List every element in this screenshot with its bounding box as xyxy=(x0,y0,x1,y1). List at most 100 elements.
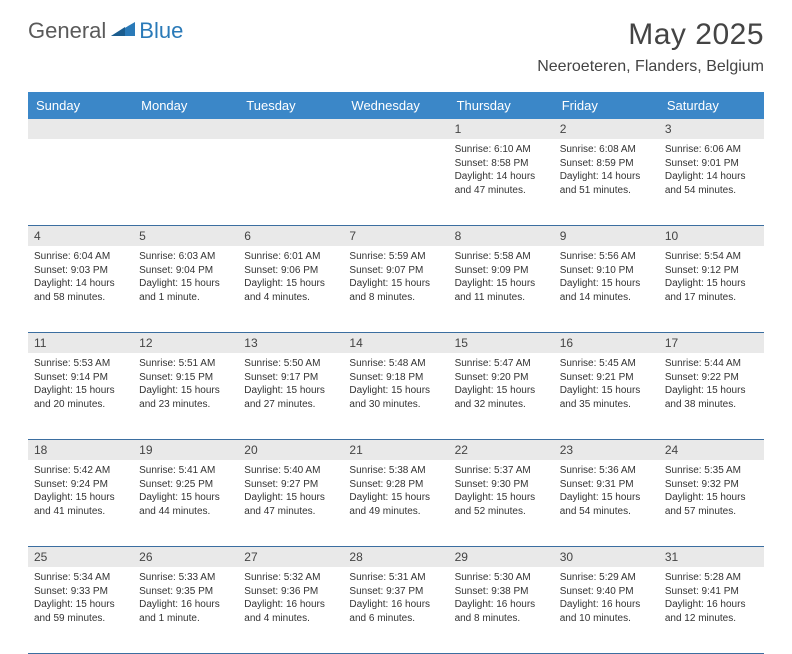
daynum-row: 25262728293031 xyxy=(28,547,764,567)
day-cell-content: Sunrise: 5:31 AMSunset: 9:37 PMDaylight:… xyxy=(349,571,442,625)
day-cell: Sunrise: 5:54 AMSunset: 9:12 PMDaylight:… xyxy=(659,246,764,332)
day-info-line: and 58 minutes. xyxy=(34,291,127,305)
day-cell-content: Sunrise: 5:29 AMSunset: 9:40 PMDaylight:… xyxy=(560,571,653,625)
day-info-line: Sunrise: 5:50 AM xyxy=(244,357,337,371)
day-cell: Sunrise: 5:45 AMSunset: 9:21 PMDaylight:… xyxy=(554,353,659,439)
empty-cell xyxy=(133,139,238,225)
day-cell: Sunrise: 5:44 AMSunset: 9:22 PMDaylight:… xyxy=(659,353,764,439)
day-info-line: Sunrise: 5:30 AM xyxy=(455,571,548,585)
day-number: 14 xyxy=(343,333,448,353)
day-cell-content: Sunrise: 5:42 AMSunset: 9:24 PMDaylight:… xyxy=(34,464,127,518)
day-info-line: Daylight: 16 hours xyxy=(560,598,653,612)
day-info-line: Sunrise: 6:03 AM xyxy=(139,250,232,264)
day-number xyxy=(28,119,133,139)
brand-triangle-icon xyxy=(111,20,137,43)
day-cell: Sunrise: 6:03 AMSunset: 9:04 PMDaylight:… xyxy=(133,246,238,332)
day-cell: Sunrise: 5:48 AMSunset: 9:18 PMDaylight:… xyxy=(343,353,448,439)
day-info-line: and 6 minutes. xyxy=(349,612,442,626)
day-number xyxy=(133,119,238,139)
day-cell-content: Sunrise: 5:28 AMSunset: 9:41 PMDaylight:… xyxy=(665,571,758,625)
day-number: 11 xyxy=(28,333,133,353)
day-number: 30 xyxy=(554,547,659,567)
day-info-line: Sunrise: 5:32 AM xyxy=(244,571,337,585)
day-cell: Sunrise: 5:32 AMSunset: 9:36 PMDaylight:… xyxy=(238,567,343,653)
day-info-line: and 57 minutes. xyxy=(665,505,758,519)
day-info-line: Sunrise: 6:06 AM xyxy=(665,143,758,157)
day-cell-content: Sunrise: 5:54 AMSunset: 9:12 PMDaylight:… xyxy=(665,250,758,304)
day-info-line: Sunset: 9:32 PM xyxy=(665,478,758,492)
weekday-header: Friday xyxy=(554,92,659,119)
day-info-line: Sunset: 8:58 PM xyxy=(455,157,548,171)
day-info-line: and 10 minutes. xyxy=(560,612,653,626)
day-info-line: Sunset: 9:40 PM xyxy=(560,585,653,599)
day-info-line: Daylight: 15 hours xyxy=(560,277,653,291)
day-cell: Sunrise: 5:30 AMSunset: 9:38 PMDaylight:… xyxy=(449,567,554,653)
day-info-line: Sunset: 9:01 PM xyxy=(665,157,758,171)
day-info-line: Daylight: 14 hours xyxy=(560,170,653,184)
day-number: 1 xyxy=(449,119,554,139)
day-info-line: and 4 minutes. xyxy=(244,291,337,305)
day-info-line: Sunrise: 5:36 AM xyxy=(560,464,653,478)
day-info-line: Daylight: 15 hours xyxy=(244,491,337,505)
day-cell: Sunrise: 5:40 AMSunset: 9:27 PMDaylight:… xyxy=(238,460,343,546)
day-cell-content: Sunrise: 5:38 AMSunset: 9:28 PMDaylight:… xyxy=(349,464,442,518)
day-number: 21 xyxy=(343,440,448,460)
day-info-line: Daylight: 15 hours xyxy=(349,277,442,291)
day-info-line: Daylight: 15 hours xyxy=(244,277,337,291)
day-cell: Sunrise: 5:42 AMSunset: 9:24 PMDaylight:… xyxy=(28,460,133,546)
day-info-line: Sunrise: 5:35 AM xyxy=(665,464,758,478)
week-row: Sunrise: 5:53 AMSunset: 9:14 PMDaylight:… xyxy=(28,353,764,440)
day-info-line: and 32 minutes. xyxy=(455,398,548,412)
daynum-row: 123 xyxy=(28,119,764,139)
day-cell: Sunrise: 5:29 AMSunset: 9:40 PMDaylight:… xyxy=(554,567,659,653)
day-info-line: Sunset: 9:15 PM xyxy=(139,371,232,385)
day-info-line: Sunrise: 5:33 AM xyxy=(139,571,232,585)
day-info-line: and 54 minutes. xyxy=(665,184,758,198)
day-info-line: Daylight: 15 hours xyxy=(139,491,232,505)
weekday-header: Saturday xyxy=(659,92,764,119)
day-number: 27 xyxy=(238,547,343,567)
weekday-header-row: SundayMondayTuesdayWednesdayThursdayFrid… xyxy=(28,92,764,119)
day-number: 28 xyxy=(343,547,448,567)
day-info-line: and 41 minutes. xyxy=(34,505,127,519)
day-cell-content: Sunrise: 5:37 AMSunset: 9:30 PMDaylight:… xyxy=(455,464,548,518)
day-cell-content: Sunrise: 5:56 AMSunset: 9:10 PMDaylight:… xyxy=(560,250,653,304)
day-info-line: and 23 minutes. xyxy=(139,398,232,412)
day-info-line: and 8 minutes. xyxy=(455,612,548,626)
day-cell: Sunrise: 5:41 AMSunset: 9:25 PMDaylight:… xyxy=(133,460,238,546)
day-info-line: Daylight: 15 hours xyxy=(349,491,442,505)
day-info-line: Sunset: 9:22 PM xyxy=(665,371,758,385)
day-info-line: Daylight: 16 hours xyxy=(244,598,337,612)
day-number: 13 xyxy=(238,333,343,353)
day-info-line: Daylight: 15 hours xyxy=(665,384,758,398)
day-info-line: Sunrise: 5:44 AM xyxy=(665,357,758,371)
day-info-line: Sunset: 9:04 PM xyxy=(139,264,232,278)
day-number: 15 xyxy=(449,333,554,353)
day-cell: Sunrise: 5:34 AMSunset: 9:33 PMDaylight:… xyxy=(28,567,133,653)
day-number: 26 xyxy=(133,547,238,567)
day-info-line: and 4 minutes. xyxy=(244,612,337,626)
day-number: 24 xyxy=(659,440,764,460)
day-info-line: Daylight: 15 hours xyxy=(34,491,127,505)
day-info-line: Sunrise: 5:56 AM xyxy=(560,250,653,264)
day-number: 25 xyxy=(28,547,133,567)
day-number: 8 xyxy=(449,226,554,246)
day-info-line: Sunrise: 6:08 AM xyxy=(560,143,653,157)
day-info-line: and 49 minutes. xyxy=(349,505,442,519)
day-info-line: and 59 minutes. xyxy=(34,612,127,626)
day-cell-content: Sunrise: 6:08 AMSunset: 8:59 PMDaylight:… xyxy=(560,143,653,197)
day-cell-content: Sunrise: 5:44 AMSunset: 9:22 PMDaylight:… xyxy=(665,357,758,411)
day-info-line: Sunrise: 5:31 AM xyxy=(349,571,442,585)
day-number: 6 xyxy=(238,226,343,246)
day-info-line: and 38 minutes. xyxy=(665,398,758,412)
day-info-line: Sunset: 9:31 PM xyxy=(560,478,653,492)
day-cell: Sunrise: 6:06 AMSunset: 9:01 PMDaylight:… xyxy=(659,139,764,225)
day-info-line: Sunset: 9:24 PM xyxy=(34,478,127,492)
day-cell: Sunrise: 5:33 AMSunset: 9:35 PMDaylight:… xyxy=(133,567,238,653)
day-cell-content: Sunrise: 6:01 AMSunset: 9:06 PMDaylight:… xyxy=(244,250,337,304)
week-row: Sunrise: 5:42 AMSunset: 9:24 PMDaylight:… xyxy=(28,460,764,547)
day-info-line: Sunset: 9:27 PM xyxy=(244,478,337,492)
day-cell-content: Sunrise: 5:40 AMSunset: 9:27 PMDaylight:… xyxy=(244,464,337,518)
day-cell: Sunrise: 5:56 AMSunset: 9:10 PMDaylight:… xyxy=(554,246,659,332)
day-info-line: Sunset: 8:59 PM xyxy=(560,157,653,171)
